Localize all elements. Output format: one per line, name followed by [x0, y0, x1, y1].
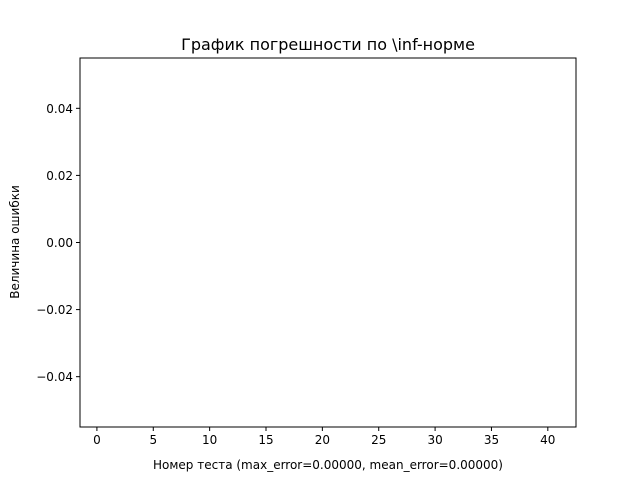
- y-tick-label: 0.00: [46, 236, 73, 250]
- x-tick-label: 35: [484, 433, 499, 447]
- x-tick-label: 25: [371, 433, 386, 447]
- y-tick-label: −0.02: [36, 303, 73, 317]
- x-tick-label: 0: [93, 433, 101, 447]
- plot-frame: [79, 57, 577, 428]
- x-axis-ticks: 0 5 10 15 20 25 30 35 40: [93, 427, 555, 447]
- x-tick-label: 15: [258, 433, 273, 447]
- y-tick-label: 0.04: [46, 102, 73, 116]
- chart-title: График погрешности по \inf-норме: [181, 35, 475, 54]
- x-axis-label: Номер теста (max_error=0.00000, mean_err…: [153, 458, 503, 472]
- y-axis-ticks: 0.04 0.02 0.00 −0.02 −0.04: [36, 102, 80, 384]
- x-tick-label: 10: [202, 433, 217, 447]
- x-tick-label: 5: [149, 433, 157, 447]
- y-tick-label: 0.02: [46, 169, 73, 183]
- x-tick-label: 30: [427, 433, 442, 447]
- x-tick-label: 40: [540, 433, 555, 447]
- y-axis-label: Величина ошибки: [8, 185, 22, 299]
- x-tick-label: 20: [315, 433, 330, 447]
- y-tick-label: −0.04: [36, 370, 73, 384]
